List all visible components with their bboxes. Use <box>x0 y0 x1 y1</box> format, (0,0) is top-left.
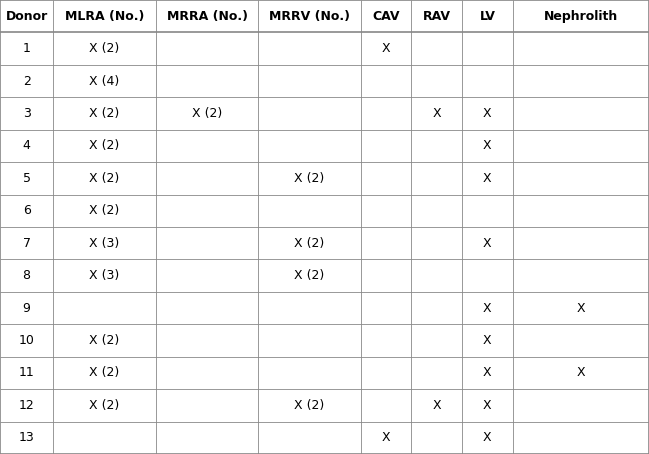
Text: X (2): X (2) <box>90 366 119 380</box>
Text: X (2): X (2) <box>295 399 324 412</box>
Text: X: X <box>432 107 441 120</box>
Text: X (2): X (2) <box>90 172 119 185</box>
Text: X: X <box>483 107 492 120</box>
Text: X (4): X (4) <box>90 74 119 88</box>
Text: X (3): X (3) <box>90 269 119 282</box>
Text: X (2): X (2) <box>295 269 324 282</box>
Text: 5: 5 <box>23 172 31 185</box>
Text: 10: 10 <box>19 334 34 347</box>
Text: LV: LV <box>480 10 495 23</box>
Text: X (2): X (2) <box>192 107 222 120</box>
Text: X: X <box>483 237 492 250</box>
Text: 9: 9 <box>23 301 31 315</box>
Text: Nephrolith: Nephrolith <box>544 10 618 23</box>
Text: X: X <box>432 399 441 412</box>
Text: 4: 4 <box>23 139 31 153</box>
Text: CAV: CAV <box>373 10 400 23</box>
Text: X: X <box>483 334 492 347</box>
Text: MRRV (No.): MRRV (No.) <box>269 10 350 23</box>
Text: X: X <box>576 366 585 380</box>
Text: X: X <box>382 431 391 444</box>
Text: 8: 8 <box>23 269 31 282</box>
Text: 13: 13 <box>19 431 34 444</box>
Text: X: X <box>483 366 492 380</box>
Text: MLRA (No.): MLRA (No.) <box>65 10 144 23</box>
Text: X: X <box>382 42 391 55</box>
Text: X (2): X (2) <box>90 42 119 55</box>
Text: X: X <box>483 399 492 412</box>
Text: 6: 6 <box>23 204 31 217</box>
Text: 11: 11 <box>19 366 34 380</box>
Text: 12: 12 <box>19 399 34 412</box>
Text: X (2): X (2) <box>90 204 119 217</box>
Text: X (2): X (2) <box>90 139 119 153</box>
Text: 7: 7 <box>23 237 31 250</box>
Text: X (2): X (2) <box>295 237 324 250</box>
Text: X: X <box>576 301 585 315</box>
Text: X (3): X (3) <box>90 237 119 250</box>
Text: RAV: RAV <box>422 10 451 23</box>
Text: X (2): X (2) <box>90 399 119 412</box>
Text: 3: 3 <box>23 107 31 120</box>
Text: X (2): X (2) <box>90 107 119 120</box>
Text: X (2): X (2) <box>90 334 119 347</box>
Text: 1: 1 <box>23 42 31 55</box>
Text: X: X <box>483 139 492 153</box>
Text: X: X <box>483 172 492 185</box>
Text: 2: 2 <box>23 74 31 88</box>
Text: X: X <box>483 431 492 444</box>
Text: X (2): X (2) <box>295 172 324 185</box>
Text: MRRA (No.): MRRA (No.) <box>167 10 247 23</box>
Text: X: X <box>483 301 492 315</box>
Text: Donor: Donor <box>5 10 48 23</box>
